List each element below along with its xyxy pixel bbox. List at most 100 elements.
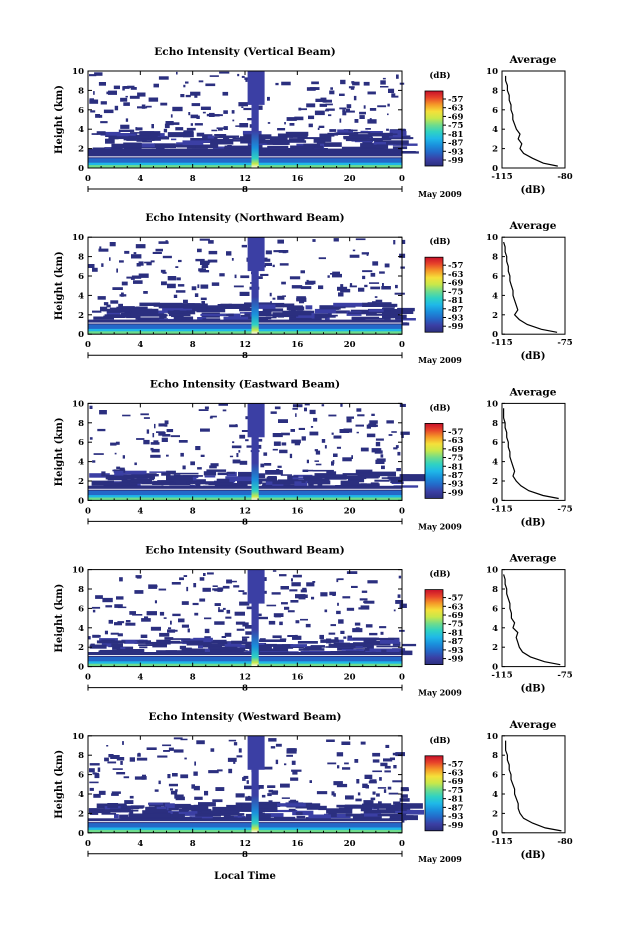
echo-speckle	[236, 453, 239, 458]
echo-speckle	[239, 291, 250, 296]
x-tick-label: 8	[190, 340, 196, 350]
echo-patch	[376, 310, 391, 312]
echo-patch	[290, 145, 315, 149]
echo-speckle	[383, 789, 387, 793]
echo-patch	[89, 644, 107, 649]
echo-speckle	[396, 74, 399, 79]
echo-speckle	[262, 258, 271, 262]
echo-speckle	[397, 451, 401, 456]
echo-patch	[276, 303, 295, 308]
x-tick-label: 4	[137, 839, 143, 849]
echo-speckle	[334, 637, 339, 642]
average-x-label: (dB)	[521, 850, 546, 861]
echo-speckle	[243, 775, 249, 779]
echo-patch	[397, 307, 415, 312]
echo-speckle	[307, 280, 316, 285]
echo-speckle	[207, 572, 214, 575]
echo-patch	[158, 640, 181, 644]
echo-speckle	[298, 107, 302, 111]
echo-speckle	[306, 279, 309, 283]
colorbar-tick-label: -87	[448, 637, 463, 647]
echo-speckle	[342, 109, 345, 112]
echo-speckle	[281, 602, 288, 605]
echo-speckle	[119, 577, 123, 582]
echo-patch	[101, 812, 117, 815]
echo-speckle	[292, 574, 302, 578]
echo-speckle	[229, 424, 238, 428]
y-tick-label: 0	[78, 496, 84, 506]
echo-patch	[139, 646, 148, 649]
date-label: May 2009	[418, 854, 462, 864]
echo-speckle	[92, 634, 100, 638]
echo-speckle	[363, 800, 374, 804]
echo-patch	[209, 646, 238, 650]
echo-patch	[239, 645, 247, 649]
echo-plume	[251, 100, 259, 168]
echo-speckle	[181, 624, 189, 628]
echo-speckle	[319, 103, 327, 107]
echo-speckle	[193, 771, 198, 776]
echo-speckle	[268, 738, 277, 742]
echo-speckle	[200, 284, 209, 289]
echo-speckle	[332, 460, 335, 464]
echo-speckle	[388, 792, 399, 795]
echo-speckle	[131, 254, 142, 259]
echo-speckle	[284, 606, 290, 610]
echo-speckle	[291, 769, 302, 772]
echo-patch	[303, 469, 313, 472]
echo-speckle	[324, 609, 328, 613]
echo-speckle	[172, 122, 180, 125]
echo-speckle	[164, 420, 169, 425]
echo-patch	[395, 314, 407, 320]
echo-speckle	[219, 71, 230, 74]
echo-patch	[373, 142, 391, 145]
average-y-tick-label: 6	[492, 604, 498, 614]
echo-patch	[154, 143, 176, 148]
echo-speckle	[99, 246, 102, 250]
echo-speckle	[152, 251, 162, 254]
echo-speckle	[272, 433, 283, 438]
echo-speckle	[301, 436, 306, 441]
echo-patch	[226, 471, 237, 477]
echo-speckle	[280, 586, 289, 590]
echo-patch	[295, 803, 321, 809]
echo-speckle	[336, 578, 339, 583]
echo-patch	[257, 807, 278, 813]
echo-speckle	[186, 586, 189, 592]
echo-patch	[103, 482, 130, 488]
average-y-tick-label: 0	[492, 164, 498, 174]
y-tick-label: 6	[78, 106, 84, 116]
average-x-tick-label: -75	[557, 504, 572, 514]
echo-speckle	[239, 601, 250, 606]
x-tick-label: 0	[399, 673, 405, 683]
echo-speckle	[153, 83, 159, 88]
echo-speckle	[279, 263, 289, 266]
date-label: May 2009	[418, 688, 462, 698]
echo-patch	[349, 134, 373, 137]
echo-speckle	[331, 432, 334, 435]
echo-patch	[148, 813, 171, 818]
echo-speckle	[158, 432, 166, 436]
echo-patch	[111, 143, 126, 148]
echo-patch	[316, 142, 342, 147]
echo-speckle	[136, 757, 148, 761]
echo-speckle	[123, 776, 130, 779]
echo-patch	[223, 483, 248, 487]
echo-speckle	[401, 239, 406, 244]
echo-patch	[321, 306, 346, 309]
echo-speckle	[151, 124, 154, 129]
echo-patch	[152, 643, 167, 648]
echo-speckle	[93, 793, 101, 798]
echo-speckle	[369, 108, 377, 111]
echo-patch	[224, 145, 254, 150]
echo-speckle	[294, 634, 298, 639]
echo-speckle	[236, 628, 245, 631]
echo-speckle	[287, 610, 295, 613]
echo-speckle	[179, 577, 184, 581]
average-title: Average	[509, 54, 557, 66]
echo-patch	[203, 471, 217, 476]
echo-patch	[343, 135, 370, 139]
colorbar-tick-label: -99	[448, 655, 463, 665]
y-tick-label: 8	[78, 86, 84, 96]
echo-patch	[169, 479, 175, 482]
